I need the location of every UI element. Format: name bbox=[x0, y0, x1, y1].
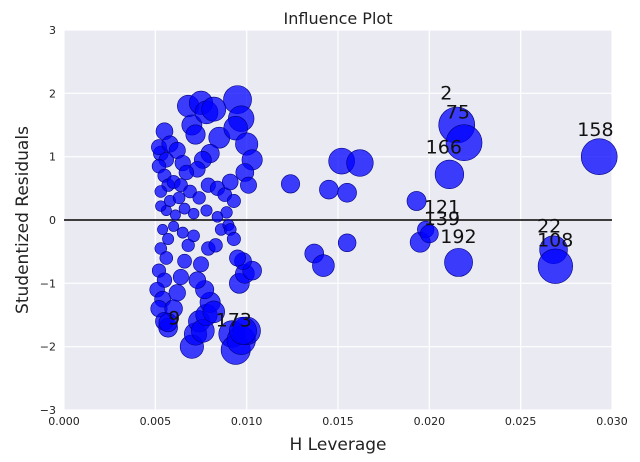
data-point bbox=[226, 232, 241, 246]
data-point bbox=[185, 124, 206, 145]
y-tick-label: 0 bbox=[49, 214, 56, 227]
data-point bbox=[406, 191, 427, 211]
data-point bbox=[208, 238, 223, 253]
data-point bbox=[201, 96, 227, 122]
data-point bbox=[158, 313, 178, 333]
y-axis-title: Studentized Residuals bbox=[13, 126, 33, 314]
data-point bbox=[176, 226, 189, 239]
point-label: 173 bbox=[216, 309, 252, 331]
data-point bbox=[155, 200, 167, 212]
data-point bbox=[319, 179, 339, 200]
data-point bbox=[434, 159, 465, 190]
data-point bbox=[202, 300, 225, 324]
data-point bbox=[192, 191, 206, 205]
x-axis-ticks: 0.000 0.005 0.010 0.015 0.020 0.025 0.030 bbox=[48, 415, 628, 428]
x-tick-label: 0.010 bbox=[231, 415, 263, 428]
x-tick-label: 0.015 bbox=[322, 415, 354, 428]
data-points bbox=[149, 85, 618, 365]
data-point bbox=[337, 233, 357, 253]
data-point bbox=[211, 211, 224, 223]
data-point bbox=[281, 174, 300, 194]
chart-title: Influence Plot bbox=[284, 9, 393, 28]
point-label: 108 bbox=[537, 230, 573, 252]
data-point bbox=[580, 138, 618, 175]
data-point bbox=[172, 191, 186, 205]
data-point bbox=[226, 194, 241, 208]
point-label: 192 bbox=[440, 226, 476, 248]
data-point bbox=[168, 284, 186, 302]
data-point bbox=[229, 316, 257, 345]
x-tick-label: 0.000 bbox=[48, 415, 80, 428]
data-point bbox=[187, 229, 200, 243]
data-point bbox=[200, 204, 213, 217]
point-label: 75 bbox=[446, 102, 470, 124]
data-point bbox=[177, 253, 192, 269]
data-point bbox=[168, 220, 180, 232]
point-label: 9 bbox=[168, 308, 180, 330]
data-point bbox=[221, 173, 239, 191]
data-point bbox=[420, 224, 439, 244]
point-label: 121 bbox=[424, 197, 460, 219]
point-label: 158 bbox=[577, 119, 613, 141]
data-point bbox=[154, 185, 168, 198]
y-tick-label: 3 bbox=[49, 24, 56, 37]
point-label: 22 bbox=[537, 216, 561, 238]
y-tick-label: −1 bbox=[40, 277, 56, 290]
data-point bbox=[188, 208, 200, 220]
data-point bbox=[312, 254, 335, 277]
data-point bbox=[170, 209, 181, 221]
data-point bbox=[172, 269, 189, 285]
data-point bbox=[337, 183, 357, 203]
x-axis-title: H Leverage bbox=[290, 435, 387, 455]
data-point bbox=[183, 184, 197, 199]
point-label: 139 bbox=[424, 208, 460, 230]
y-tick-label: −2 bbox=[40, 341, 56, 354]
x-tick-label: 0.025 bbox=[505, 415, 537, 428]
x-tick-label: 0.005 bbox=[140, 415, 172, 428]
x-tick-label: 0.020 bbox=[414, 415, 446, 428]
y-tick-label: −3 bbox=[40, 404, 56, 417]
data-point bbox=[346, 149, 374, 177]
y-tick-label: 1 bbox=[49, 151, 56, 164]
data-point bbox=[178, 202, 191, 215]
data-point bbox=[229, 249, 246, 267]
point-label: 166 bbox=[426, 137, 462, 159]
data-point bbox=[537, 248, 573, 284]
y-tick-label: 2 bbox=[49, 87, 56, 100]
data-point bbox=[157, 224, 169, 235]
data-point bbox=[188, 271, 207, 289]
data-point bbox=[445, 124, 483, 162]
data-point bbox=[159, 251, 174, 265]
x-tick-label: 0.030 bbox=[596, 415, 628, 428]
data-point bbox=[240, 176, 257, 194]
data-point bbox=[444, 248, 473, 277]
data-point bbox=[181, 238, 195, 252]
data-point bbox=[193, 256, 209, 273]
y-axis-ticks: −3 −2 −1 0 1 2 3 bbox=[40, 24, 56, 417]
point-label: 2 bbox=[440, 83, 452, 105]
data-point bbox=[178, 164, 195, 181]
data-point bbox=[162, 233, 175, 245]
